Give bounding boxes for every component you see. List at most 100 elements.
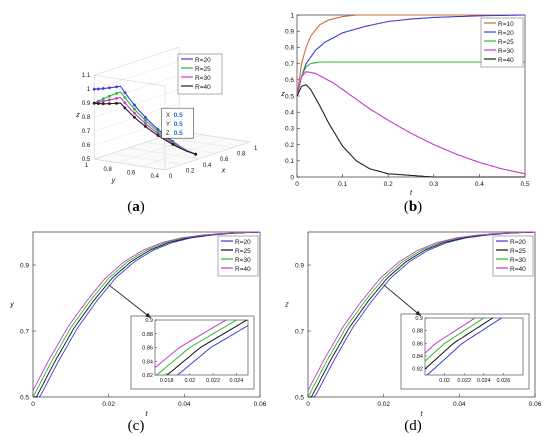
a-zlabel: z	[75, 112, 80, 119]
d-inset-plot-area	[424, 317, 524, 376]
c-inset-ytick-label: 0.86	[142, 346, 153, 352]
b-ytick-label: 0.5	[285, 93, 294, 100]
b-ytick-label: 0	[290, 174, 294, 181]
b-series-r40	[296, 84, 525, 178]
a-ytick-label: 0.4	[151, 174, 160, 180]
c-legend-label-r40: R=40	[235, 266, 251, 273]
a-xtick-label: 0.2	[186, 168, 195, 174]
c-inset-plot-area	[154, 319, 249, 376]
a-datatip-value: 0.5	[174, 121, 183, 128]
c-inset-series-r25	[166, 320, 248, 375]
caption-b: (b)	[403, 199, 423, 215]
a-datatip-box	[161, 107, 194, 139]
a-ytick-label: 0.8	[103, 167, 112, 173]
a-ztick-label: 0.9	[82, 101, 91, 107]
caption-c: (c)	[127, 418, 145, 434]
b-xlabel: t	[410, 190, 413, 197]
a-ztick-label: 1	[87, 87, 91, 93]
a-trajectory-marker	[143, 115, 147, 119]
a-trajectory-marker	[143, 125, 147, 128]
d-legend-label-r25: R=25	[510, 248, 526, 255]
d-xtick-label: 0.04	[453, 401, 466, 408]
a-trajectory-marker	[156, 134, 160, 137]
a-grid-y	[164, 141, 251, 171]
b-legend-label-r25: R=25	[498, 39, 514, 46]
a-grid-z	[94, 61, 180, 90]
c-zoom-arrow-head	[145, 312, 151, 318]
c-ytick-label: 0.9	[20, 262, 29, 269]
a-trajectory-marker	[133, 115, 136, 119]
a-trajectory-marker	[115, 101, 118, 105]
b-ytick-label: 1	[290, 12, 294, 19]
a-trajectory-marker	[115, 85, 118, 89]
d-legend-box	[492, 235, 534, 277]
d-xtick-label: 0.06	[529, 401, 542, 408]
a-datatip-label: X	[166, 112, 171, 119]
b-legend-label-r40: R=40	[498, 57, 514, 64]
a-trajectory-marker	[123, 106, 127, 110]
a-trajectory-marker	[101, 97, 105, 101]
a-ztick-label: 0.8	[82, 115, 91, 121]
d-inset-ytick-label: 0.82	[412, 367, 423, 373]
a-trajectory-marker	[107, 94, 111, 98]
d-series-r40	[307, 231, 535, 391]
a-xtick-label: 1	[254, 146, 258, 152]
a-trajectory-marker	[115, 96, 118, 100]
caption-d: (d)	[404, 418, 422, 434]
d-inset-series-r20	[426, 318, 503, 375]
chart-c-y-vs-t: 0 0.02 0.04 0.06 0.5 0.7 0.9 t y R=20 R=25 R=30 R=40…	[9, 231, 267, 417]
b-ytick-label: 0.7	[285, 61, 294, 68]
b-series-r30	[296, 71, 526, 175]
b-ytick-label: 0.8	[285, 45, 294, 52]
b-ylabel: z	[280, 91, 285, 98]
d-inset-ytick-label: 0.88	[412, 329, 423, 335]
a-ylabel: y	[111, 178, 116, 185]
b-xtick-label: 0.3	[429, 181, 438, 188]
c-inset-ytick-label: 0.9	[145, 318, 153, 324]
a-xtick-label: 0.4	[203, 163, 212, 169]
c-zoom-arrow-line	[108, 284, 152, 319]
a-trajectory-marker	[143, 118, 147, 122]
a-trajectory-marker	[194, 152, 198, 156]
a-trajectory-marker	[133, 103, 136, 107]
c-legend-label-r20: R=20	[235, 239, 251, 246]
c-ylabel: y	[9, 302, 14, 309]
a-grid-z	[94, 75, 180, 104]
a-datatip-value: 0.5	[174, 130, 183, 137]
c-xtick-label: 0.04	[178, 401, 191, 408]
a-xlabel: x	[221, 168, 226, 175]
c-inset-ytick-label: 0.84	[142, 359, 153, 365]
chart-b-z-vs-t: 0 0.1 0.2 0.3 0.4 0.5 0 0.1 0.2 0.3 0.4 0.5 0.6 0.7 0.…	[280, 12, 530, 197]
c-inset-series-r40	[155, 320, 227, 369]
c-legend-box	[217, 235, 259, 277]
d-zoom-arrow-line	[383, 284, 422, 317]
a-trajectory-marker	[107, 102, 111, 106]
b-ytick-label: 0.4	[285, 110, 294, 117]
c-xtick-label: 0	[31, 401, 35, 408]
d-inset-series-r30	[425, 318, 485, 362]
b-series-r10	[296, 14, 525, 97]
a-trajectory-marker	[96, 102, 100, 106]
a-trajectory-marker	[133, 107, 136, 111]
c-xtick-label: 0.02	[102, 401, 115, 408]
c-inset-xtick-label: 0.022	[206, 378, 220, 384]
a-trajectory-marker	[115, 91, 118, 95]
a-grid-x	[162, 136, 234, 148]
c-ytick-label: 0.7	[20, 328, 29, 335]
c-inset-ytick-label: 0.82	[142, 373, 153, 379]
a-ztick-label: 0.7	[82, 129, 91, 135]
a-grid-x	[94, 159, 166, 171]
a-datatip-label: Z	[166, 130, 170, 137]
a-trajectory-marker	[123, 91, 127, 94]
a-grid-y	[117, 134, 203, 163]
a-xtick-label: 0.6	[220, 157, 229, 163]
a-trajectory-marker	[107, 98, 111, 102]
b-xtick-label: 0.5	[520, 181, 529, 188]
d-ytick-label: 0.9	[295, 262, 304, 269]
c-inset-series-r30	[155, 320, 238, 375]
a-trajectory-marker	[96, 87, 100, 91]
b-ytick-label: 0.6	[285, 77, 294, 84]
c-inset-xtick-label: 0.024	[229, 378, 243, 384]
a-ztick-label: 0.6	[82, 143, 91, 149]
a-legend-box	[177, 53, 223, 95]
